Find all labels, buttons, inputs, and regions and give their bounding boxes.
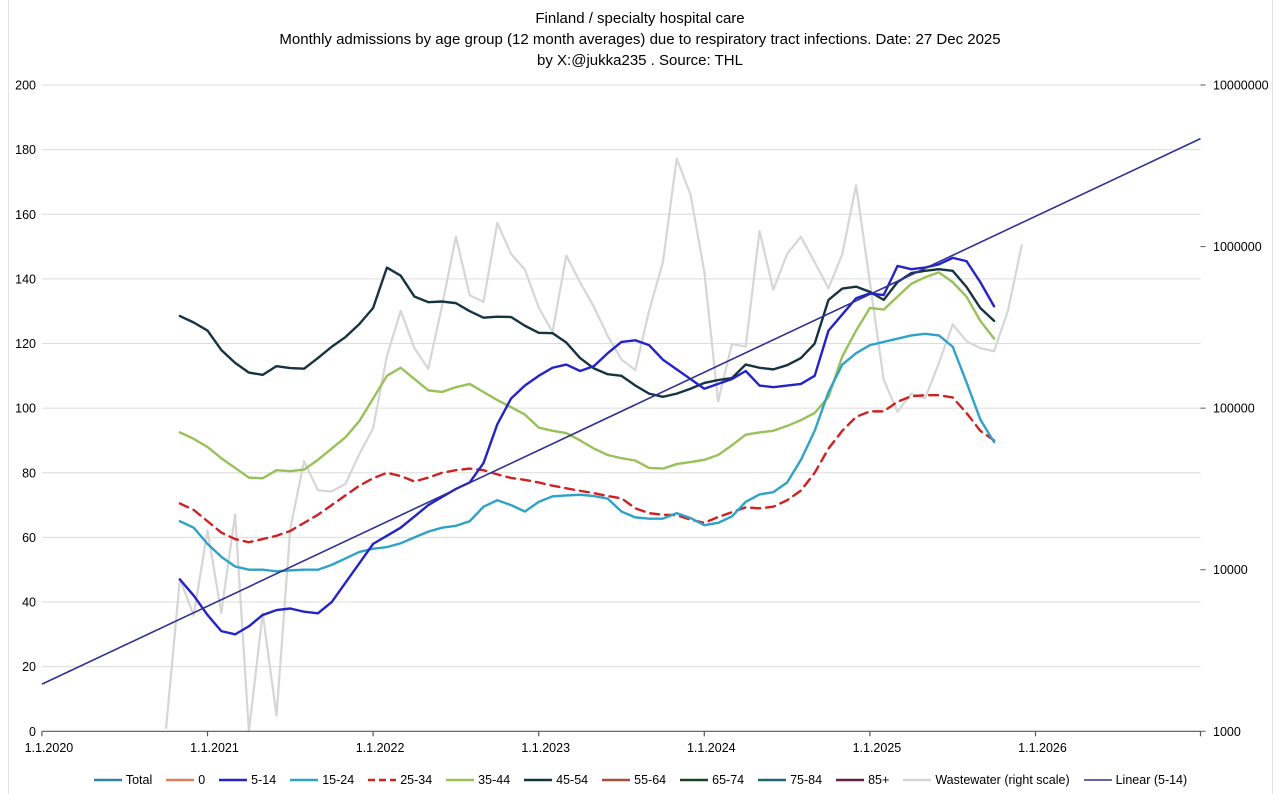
right-axis-label: 1000	[1213, 725, 1241, 739]
left-axis-label: 20	[22, 660, 36, 674]
legend-item-35-44: 35-44	[445, 773, 510, 787]
legend-swatch	[219, 778, 248, 782]
x-axis-label: 1.1.2025	[853, 741, 902, 755]
chart-header: Finland / specialty hospital care Monthl…	[0, 8, 1280, 71]
legend-item-5-14: 5-14	[218, 773, 276, 787]
legend-item-85: 85+	[835, 773, 889, 787]
left-axis-label: 100	[15, 402, 36, 416]
legend-label: 25-34	[400, 773, 433, 787]
right-axis-label: 100000	[1213, 402, 1255, 416]
legend-label: Wastewater (right scale)	[935, 773, 1070, 787]
series-5-14	[178, 256, 996, 636]
right-axis-label: 10000000	[1213, 79, 1269, 93]
legend-swatch	[446, 778, 475, 782]
legend-label: 45-54	[556, 773, 589, 787]
legend-swatch	[368, 778, 397, 782]
legend-label: 85+	[868, 773, 890, 787]
legend-swatch	[836, 778, 865, 782]
legend-label: 75-84	[790, 773, 823, 787]
legend-item-total: Total	[93, 773, 152, 787]
legend-item-linear-5-14: Linear (5-14)	[1083, 773, 1188, 787]
legend-label: 35-44	[478, 773, 511, 787]
left-axis-label: 120	[15, 337, 36, 351]
legend-swatch	[758, 778, 787, 782]
chart-title: Finland / specialty hospital care	[535, 10, 745, 27]
legend-swatch	[680, 778, 709, 782]
left-axis-label: 140	[15, 272, 36, 286]
legend-label: Total	[125, 773, 153, 787]
left-axis-label: 160	[15, 208, 36, 222]
legend-item-45-54: 45-54	[523, 773, 588, 787]
legend-item-65-74: 65-74	[679, 773, 744, 787]
legend-swatch	[1083, 779, 1112, 781]
series-25-34	[178, 394, 996, 544]
legend-label: 5-14	[251, 773, 277, 787]
legend-swatch	[290, 778, 319, 782]
legend-swatch	[93, 778, 122, 782]
legend-label: 65-74	[712, 773, 745, 787]
legend: Total 0 5-14 15-24 25-34 35-44 45-54 55-64 65-74…	[0, 773, 1280, 787]
chart-byline: by X:@jukka235 . Source: THL	[537, 52, 743, 69]
legend-label: 0	[198, 773, 206, 787]
series-15-24	[178, 332, 996, 573]
chart-subtitle: Monthly admissions by age group (12 mont…	[279, 31, 1001, 48]
x-axis-label: 1.1.2021	[190, 741, 239, 755]
legend-item-25-34: 25-34	[367, 773, 432, 787]
legend-item-wastewater-right-scale: Wastewater (right scale)	[902, 773, 1070, 787]
legend-label: Linear (5-14)	[1115, 773, 1188, 787]
series-linear-5-14	[41, 137, 1201, 685]
legend-label: 15-24	[322, 773, 355, 787]
left-axis-label: 180	[15, 143, 36, 157]
series-45-54	[178, 266, 996, 399]
x-axis-label: 1.1.2026	[1018, 741, 1067, 755]
legend-item-75-84: 75-84	[757, 773, 822, 787]
x-axis-label: 1.1.2024	[687, 741, 736, 755]
legend-swatch	[602, 778, 631, 782]
legend-swatch	[903, 778, 932, 782]
x-axis-label: 1.1.2022	[356, 741, 405, 755]
right-axis-label: 1000000	[1213, 240, 1262, 254]
legend-item-15-24: 15-24	[289, 773, 354, 787]
legend-swatch	[166, 778, 195, 782]
left-axis-label: 40	[22, 596, 36, 610]
left-axis-label: 60	[22, 531, 36, 545]
left-axis-label: 80	[22, 466, 36, 480]
axis-labels: 0 20 40 60 80 100 120 140 160 180 200 1000 10000 1000…	[15, 79, 1269, 756]
right-axis-label: 10000	[1213, 563, 1248, 577]
x-axis-label: 1.1.2023	[521, 741, 570, 755]
series-wastewater	[165, 157, 1023, 733]
right-axis-ticks	[1200, 84, 1206, 732]
x-axis-label: 1.1.2020	[25, 741, 74, 755]
legend-item-0: 0	[165, 773, 205, 787]
left-axis-label: 0	[29, 725, 36, 739]
series-35-44	[178, 271, 996, 480]
left-axis-label: 200	[15, 79, 36, 93]
legend-label: 55-64	[634, 773, 667, 787]
legend-swatch	[524, 778, 553, 782]
legend-item-55-64: 55-64	[601, 773, 666, 787]
x-axis	[41, 730, 1202, 737]
